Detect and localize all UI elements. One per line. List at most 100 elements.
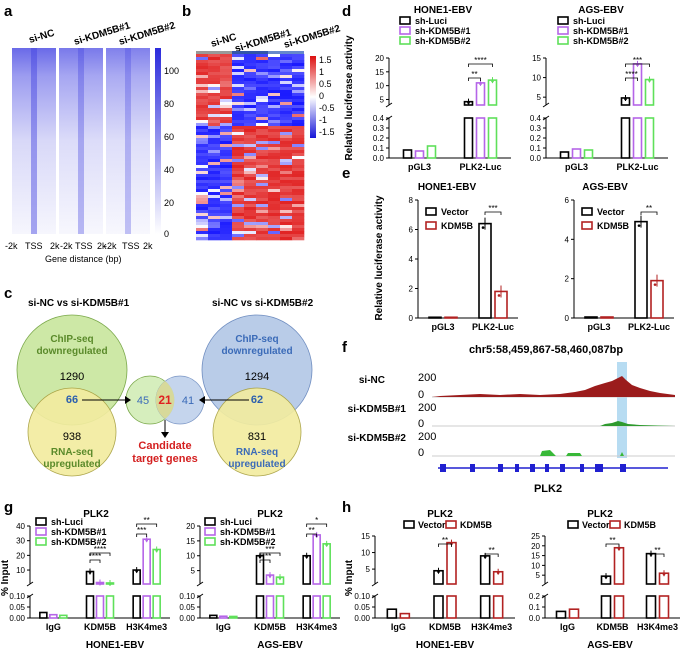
c-rna2-label: upregulated <box>228 459 285 470</box>
y-tick-label: 40 <box>16 522 25 531</box>
c-count: 66 <box>66 394 78 406</box>
sig-label: **** <box>625 70 637 79</box>
b-heat-cell <box>256 141 269 145</box>
b-heat-cell <box>244 78 257 82</box>
b-heat-cell <box>232 165 245 169</box>
x-tick-label: pGL3 <box>431 322 454 332</box>
b-heat-cell <box>280 72 293 76</box>
sig-bracket <box>306 523 328 527</box>
sig-label: ** <box>489 546 495 555</box>
sig-label: *** <box>137 526 146 535</box>
legend-swatch <box>403 520 415 529</box>
b-heat-cell <box>244 219 257 223</box>
b-heat-cell <box>268 96 281 100</box>
sig-bracket <box>136 533 148 537</box>
panel-label-d: d <box>342 3 351 20</box>
b-heat-cell <box>208 138 221 142</box>
b-heat-cell <box>220 120 233 124</box>
b-heat-cell <box>244 93 257 97</box>
panel-c: si-NC vs si-KDM5B#1 si-NC vs si-KDM5B#2 … <box>16 298 314 477</box>
b-heat-cell <box>196 57 209 61</box>
b-heat-cell <box>220 102 233 106</box>
b-heat-cell <box>232 96 245 100</box>
b-heat-cell <box>292 114 305 118</box>
b-heat-cell <box>256 126 269 130</box>
b-heat-cell <box>256 195 269 199</box>
b-heat-cell <box>196 192 209 196</box>
b-heat-cell <box>292 213 305 217</box>
b-heat-cell <box>292 57 305 61</box>
b-heat-cell <box>292 150 305 154</box>
b-heat-cell <box>292 177 305 181</box>
b-heat-cell <box>280 126 293 130</box>
b-heat-cell <box>220 78 233 82</box>
b-heat-cell <box>256 105 269 109</box>
a-scale-tick: 100 <box>164 66 179 76</box>
bar <box>414 150 425 159</box>
b-heat-cell <box>256 111 269 115</box>
b-heat-cell <box>256 219 269 223</box>
b-heat-cell <box>280 222 293 226</box>
b-group-label: si-KDM5B#2 <box>283 23 342 51</box>
axis-break <box>26 581 34 587</box>
h-title: PLK2 <box>587 509 613 520</box>
b-heat-cell <box>280 102 293 106</box>
b-heat-cell <box>292 231 305 235</box>
y-tick-label: 0.00 <box>354 614 370 623</box>
b-heat-cell <box>208 150 221 154</box>
b-heat-cell <box>232 153 245 157</box>
b-heat-cell <box>256 114 269 118</box>
b-heat-cell <box>244 237 257 241</box>
b-heat-cell <box>220 108 233 112</box>
b-heat-cell <box>196 66 209 70</box>
bar <box>613 595 625 619</box>
c-rna1-label: RNA-seq <box>51 447 93 458</box>
a-color-scale <box>155 48 161 234</box>
b-heat-cell <box>268 159 281 163</box>
f-track-label: si-KDM5B#1 <box>348 404 407 415</box>
axis-break <box>371 581 379 587</box>
b-heat-cell <box>220 219 233 223</box>
x-tick-label: PLK2-Luc <box>472 322 514 332</box>
y-tick-label: 5 <box>366 565 371 574</box>
b-heat-cell <box>208 219 221 223</box>
b-heat-cell <box>244 63 257 67</box>
y-tick-label: 0.10 <box>179 592 195 601</box>
axis-break <box>385 102 393 108</box>
b-heat-cell <box>256 81 269 85</box>
y-tick-label: 0.3 <box>373 124 385 133</box>
y-tick-label: 2 <box>565 275 570 284</box>
b-heat-cell <box>268 156 281 160</box>
x-tick-label: pGL3 <box>565 162 588 172</box>
b-heat-cell <box>220 165 233 169</box>
b-heat-cell <box>232 144 245 148</box>
b-heat-cell <box>196 96 209 100</box>
b-heat-cell <box>232 84 245 88</box>
b-heat-cell <box>268 189 281 193</box>
b-heat-cell <box>232 78 245 82</box>
b-heat-cell <box>232 168 245 172</box>
legend-swatch <box>567 520 579 529</box>
b-heat-cell <box>268 213 281 217</box>
f-exon <box>498 464 503 472</box>
x-tick-label: KDM5B <box>596 622 629 632</box>
c-count: 1294 <box>245 371 269 383</box>
b-heat-cell <box>232 231 245 235</box>
b-heat-cell <box>256 123 269 127</box>
b-heat-cell <box>244 114 257 118</box>
b-heat-cell <box>208 195 221 199</box>
bar <box>265 595 275 619</box>
b-heat-cell <box>256 57 269 61</box>
b-heat-cell <box>268 153 281 157</box>
data-point <box>648 79 651 82</box>
y-tick-label: 0 <box>565 314 570 323</box>
b-heat-cell <box>280 210 293 214</box>
b-heat-cell <box>292 108 305 112</box>
b-heat-cell <box>232 75 245 79</box>
b-heat-cell <box>220 126 233 130</box>
d-ylabel: Relative luciferase activity <box>344 35 355 161</box>
bar <box>302 595 311 619</box>
c-candidate: Candidate <box>138 440 191 452</box>
bar <box>475 117 486 159</box>
